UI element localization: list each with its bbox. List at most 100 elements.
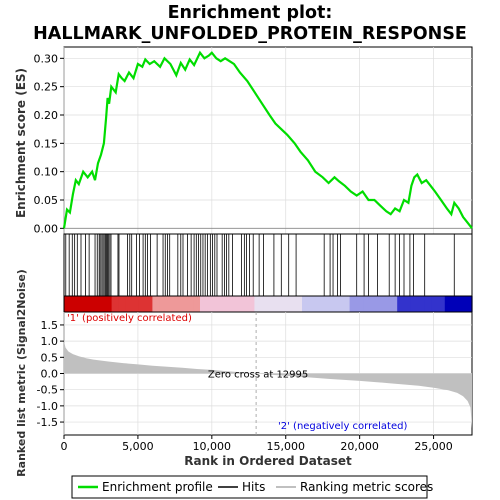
x-axis-label: Rank in Ordered Dataset xyxy=(184,454,352,468)
heatmap-segment xyxy=(254,296,262,312)
heatmap-segment xyxy=(410,296,419,312)
x-tick-label: 25,000 xyxy=(414,440,453,453)
es-tick-label: 0.05 xyxy=(34,194,59,207)
x-tick-label: 20,000 xyxy=(340,440,379,453)
metric-y-ticks: -1.5 -1.0 -0.5 0.0 0.5 1.0 1.5 xyxy=(37,319,64,429)
heatmap-segment xyxy=(349,296,357,312)
heatmap-segment xyxy=(166,296,174,312)
metric-tick-label: 1.0 xyxy=(41,335,59,348)
heatmap-segment xyxy=(84,296,92,312)
x-tick-label: 15,000 xyxy=(266,440,305,453)
heatmap-segment xyxy=(132,296,140,312)
heatmap-segment xyxy=(458,296,466,312)
legend-hits-label: Hits xyxy=(242,480,265,494)
legend-enrichment-label: Enrichment profile xyxy=(102,480,213,494)
metric-tick-label: 0.0 xyxy=(41,368,59,381)
metric-tick-label: -0.5 xyxy=(37,384,58,397)
heatmap-segment xyxy=(145,296,153,312)
es-panel-frame xyxy=(63,46,473,235)
heatmap-segment xyxy=(444,296,453,312)
heatmap-segment xyxy=(247,296,255,312)
heatmap-segment xyxy=(91,296,99,312)
es-tick-label: 0.20 xyxy=(34,109,59,122)
hits-marks xyxy=(65,234,455,296)
heatmap-segment xyxy=(227,296,235,312)
es-tick-label: 0.30 xyxy=(34,52,59,65)
ranking-heatmap-bar xyxy=(64,296,473,312)
legend-box xyxy=(71,475,428,499)
heatmap-segment xyxy=(322,296,330,312)
heatmap-segment xyxy=(295,296,303,312)
heatmap-segment xyxy=(98,296,106,312)
heatmap-segment xyxy=(315,296,323,312)
heatmap-segment xyxy=(363,296,371,312)
x-tick-label: 5,000 xyxy=(122,440,154,453)
negative-correlation-label: '2' (negatively correlated) xyxy=(278,421,407,432)
heatmap-segment xyxy=(417,296,425,312)
metric-y-label: Ranked list metric (Signal2Noise) xyxy=(15,269,28,477)
heatmap-segment xyxy=(370,296,378,312)
heatmap-segment xyxy=(261,296,269,312)
heatmap-segment xyxy=(342,296,351,312)
heatmap-segment xyxy=(383,296,391,312)
chart-title-line1: Enrichment plot: xyxy=(168,3,333,23)
heatmap-segment xyxy=(104,296,113,312)
heatmap-segment xyxy=(397,296,405,312)
zero-cross-label: Zero cross at 12995 xyxy=(208,370,308,381)
es-y-label: Enrichment score (ES) xyxy=(14,68,28,218)
heatmap-segment xyxy=(111,296,119,312)
heatmap-segment xyxy=(159,296,167,312)
x-tick-label: 0 xyxy=(61,440,68,453)
es-tick-label: 0.25 xyxy=(34,81,59,94)
heatmap-segment xyxy=(193,296,201,312)
metric-tick-label: -1.5 xyxy=(37,416,58,429)
heatmap-segment xyxy=(281,296,289,312)
heatmap-segment xyxy=(308,296,317,312)
heatmap-segment xyxy=(213,296,221,312)
metric-tick-label: -1.0 xyxy=(37,400,58,413)
heatmap-segment xyxy=(179,296,187,312)
heatmap-segment xyxy=(376,296,385,312)
es-gridlines xyxy=(63,47,472,234)
heatmap-segment xyxy=(70,296,79,312)
enrichment-profile-line xyxy=(62,50,473,229)
metric-x-ticks: 0 5,000 10,000 15,000 20,000 25,000 xyxy=(61,435,453,453)
metric-tick-label: 0.5 xyxy=(41,351,59,364)
heatmap-segment xyxy=(152,296,160,312)
es-tick-label: 0.10 xyxy=(34,166,59,179)
x-tick-label: 10,000 xyxy=(193,440,232,453)
heatmap-segment xyxy=(356,296,364,312)
heatmap-segment xyxy=(431,296,439,312)
heatmap-segment xyxy=(404,296,412,312)
heatmap-segment xyxy=(336,296,344,312)
heatmap-segment xyxy=(200,296,208,312)
heatmap-segment xyxy=(424,296,432,312)
metric-tick-label: 1.5 xyxy=(41,319,59,332)
heatmap-segment xyxy=(234,296,242,312)
heatmap-segment xyxy=(274,296,283,312)
heatmap-segment xyxy=(288,296,296,312)
heatmap-segment xyxy=(125,296,133,312)
heatmap-segment xyxy=(390,296,398,312)
es-tick-label: 0.15 xyxy=(34,137,59,150)
heatmap-segment xyxy=(268,296,276,312)
heatmap-segment xyxy=(451,296,459,312)
heatmap-segment xyxy=(220,296,228,312)
legend-ranking-label: Ranking metric scores xyxy=(300,480,433,494)
heatmap-segment xyxy=(465,296,473,312)
heatmap-segment xyxy=(240,296,249,312)
hits-panel-frame xyxy=(63,233,473,297)
heatmap-segment xyxy=(302,296,310,312)
es-y-ticks: 0.00 0.05 0.10 0.15 0.20 0.25 0.30 xyxy=(34,52,64,235)
es-tick-label: 0.00 xyxy=(34,222,59,235)
chart-title-line2: HALLMARK_UNFOLDED_PROTEIN_RESPONSE xyxy=(33,24,467,44)
heatmap-segment xyxy=(138,296,147,312)
heatmap-segment xyxy=(64,296,72,312)
heatmap-segment xyxy=(77,296,85,312)
heatmap-segment xyxy=(206,296,215,312)
heatmap-segment xyxy=(186,296,194,312)
heatmap-segment xyxy=(438,296,446,312)
heatmap-segment xyxy=(118,296,126,312)
heatmap-segment xyxy=(329,296,337,312)
